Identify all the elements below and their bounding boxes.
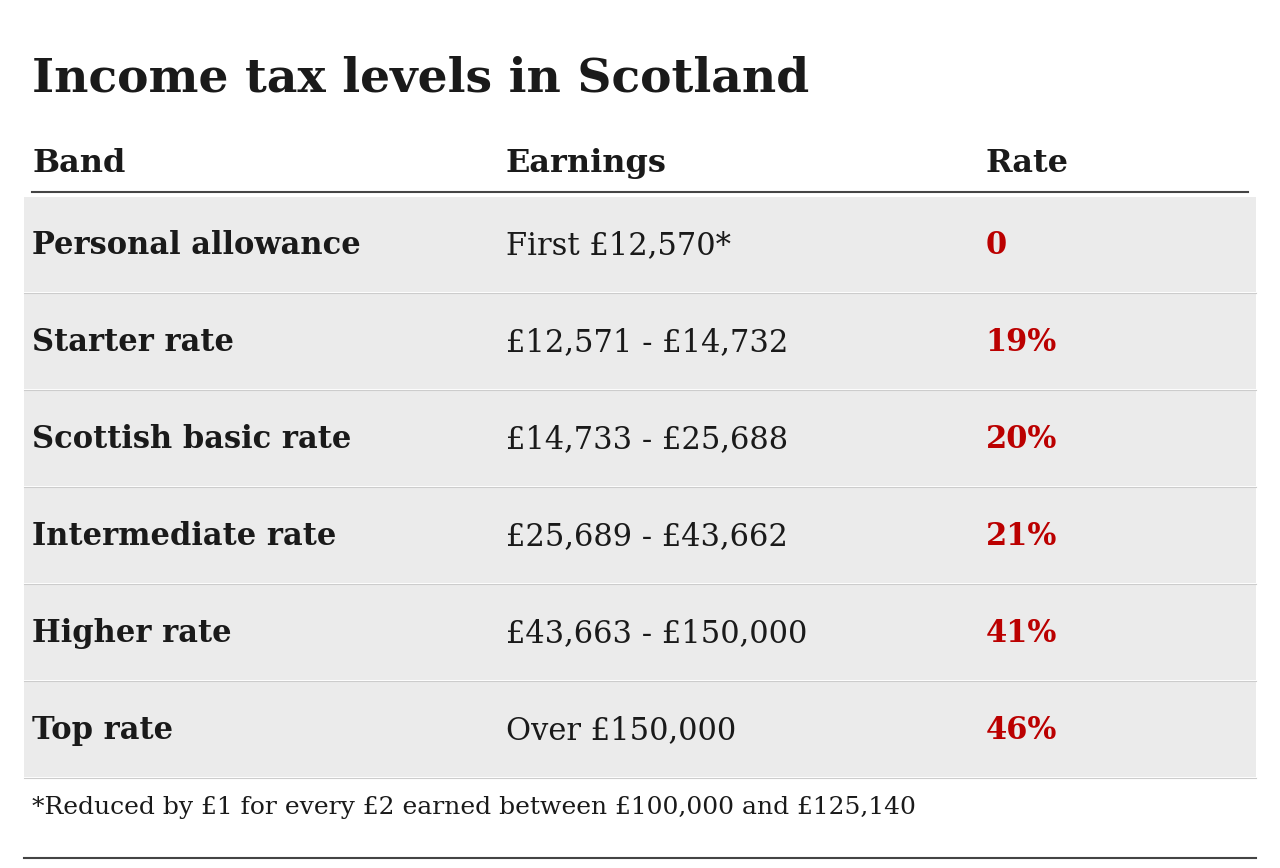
Text: First £12,570*: First £12,570* [506, 230, 731, 261]
Text: *Reduced by £1 for every £2 earned between £100,000 and £125,140: *Reduced by £1 for every £2 earned betwe… [32, 796, 916, 819]
Text: £25,689 - £43,662: £25,689 - £43,662 [506, 521, 787, 552]
Text: 0: 0 [986, 230, 1007, 261]
Bar [24, 682, 1256, 777]
Text: 19%: 19% [986, 327, 1057, 358]
Text: Personal allowance: Personal allowance [32, 230, 361, 261]
Bar [24, 294, 1256, 389]
Bar [24, 488, 1256, 583]
Text: £12,571 - £14,732: £12,571 - £14,732 [506, 327, 788, 358]
Bar [24, 197, 1256, 292]
Text: Intermediate rate: Intermediate rate [32, 521, 337, 552]
Text: 20%: 20% [986, 424, 1057, 455]
Text: Scottish basic rate: Scottish basic rate [32, 424, 352, 455]
Text: Band: Band [32, 148, 125, 179]
Text: Higher rate: Higher rate [32, 618, 232, 649]
Bar [24, 391, 1256, 486]
Text: Top rate: Top rate [32, 715, 173, 746]
Text: 41%: 41% [986, 618, 1057, 649]
Bar [24, 585, 1256, 680]
Text: 21%: 21% [986, 521, 1057, 552]
Text: Rate: Rate [986, 148, 1069, 179]
Text: Earnings: Earnings [506, 148, 667, 179]
Text: £14,733 - £25,688: £14,733 - £25,688 [506, 424, 787, 455]
Text: Over £150,000: Over £150,000 [506, 715, 736, 746]
Text: Starter rate: Starter rate [32, 327, 234, 358]
Text: Income tax levels in Scotland: Income tax levels in Scotland [32, 55, 809, 101]
Text: £43,663 - £150,000: £43,663 - £150,000 [506, 618, 806, 649]
Text: 46%: 46% [986, 715, 1057, 746]
